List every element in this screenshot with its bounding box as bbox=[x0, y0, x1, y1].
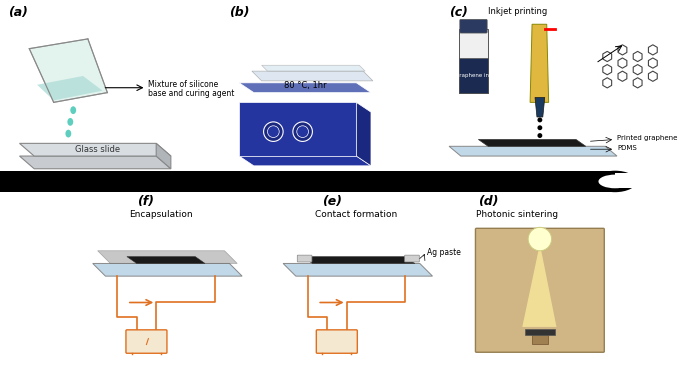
Ellipse shape bbox=[67, 118, 74, 126]
Circle shape bbox=[537, 117, 542, 122]
Polygon shape bbox=[30, 39, 107, 102]
Polygon shape bbox=[239, 102, 357, 156]
Text: (a): (a) bbox=[8, 7, 27, 19]
FancyBboxPatch shape bbox=[316, 330, 357, 353]
Polygon shape bbox=[252, 71, 373, 81]
Text: ~: ~ bbox=[144, 346, 149, 352]
Text: Graphene ink: Graphene ink bbox=[455, 73, 492, 77]
Text: Mixture of silicone: Mixture of silicone bbox=[148, 80, 218, 89]
Ellipse shape bbox=[70, 106, 76, 114]
FancyBboxPatch shape bbox=[475, 228, 605, 352]
Text: base and curing agent: base and curing agent bbox=[148, 89, 235, 98]
Polygon shape bbox=[530, 24, 549, 102]
Text: Contact formation: Contact formation bbox=[315, 210, 398, 219]
FancyBboxPatch shape bbox=[532, 335, 548, 345]
Text: ~: ~ bbox=[334, 341, 340, 348]
FancyBboxPatch shape bbox=[297, 255, 312, 262]
Polygon shape bbox=[283, 264, 433, 276]
FancyBboxPatch shape bbox=[0, 171, 615, 192]
Polygon shape bbox=[303, 257, 415, 264]
Polygon shape bbox=[98, 251, 237, 264]
Ellipse shape bbox=[594, 171, 637, 192]
Polygon shape bbox=[19, 156, 171, 169]
FancyBboxPatch shape bbox=[460, 19, 487, 33]
Polygon shape bbox=[262, 65, 365, 71]
Circle shape bbox=[537, 133, 542, 138]
Circle shape bbox=[537, 125, 542, 130]
Polygon shape bbox=[239, 156, 371, 166]
Circle shape bbox=[297, 126, 308, 138]
Polygon shape bbox=[449, 146, 617, 156]
Polygon shape bbox=[19, 143, 171, 156]
Text: Printed graphene: Printed graphene bbox=[617, 135, 677, 142]
Polygon shape bbox=[522, 244, 556, 327]
FancyBboxPatch shape bbox=[526, 329, 554, 335]
Circle shape bbox=[528, 227, 552, 251]
Text: (b): (b) bbox=[229, 7, 250, 19]
FancyBboxPatch shape bbox=[126, 330, 167, 353]
Text: Inkjet printing: Inkjet printing bbox=[488, 7, 547, 17]
Text: Ag paste: Ag paste bbox=[427, 248, 460, 257]
Text: (d): (d) bbox=[478, 195, 499, 208]
Text: (c): (c) bbox=[449, 7, 468, 19]
Polygon shape bbox=[478, 139, 586, 146]
Polygon shape bbox=[459, 58, 488, 92]
Text: Encapsulation: Encapsulation bbox=[129, 210, 193, 219]
Polygon shape bbox=[459, 29, 488, 92]
Polygon shape bbox=[127, 257, 205, 264]
Polygon shape bbox=[357, 102, 371, 166]
Polygon shape bbox=[93, 264, 242, 276]
Text: Glass slide: Glass slide bbox=[75, 145, 120, 154]
Text: (e): (e) bbox=[322, 195, 342, 208]
Circle shape bbox=[293, 122, 313, 141]
FancyBboxPatch shape bbox=[615, 172, 674, 188]
Polygon shape bbox=[37, 76, 102, 101]
Polygon shape bbox=[156, 143, 171, 169]
Polygon shape bbox=[535, 98, 545, 117]
Text: (f): (f) bbox=[137, 195, 154, 208]
Text: PDMS: PDMS bbox=[617, 145, 637, 151]
Polygon shape bbox=[239, 83, 371, 92]
FancyBboxPatch shape bbox=[405, 255, 419, 262]
Circle shape bbox=[264, 122, 283, 141]
Circle shape bbox=[267, 126, 279, 138]
Text: Photonic sintering: Photonic sintering bbox=[476, 210, 559, 219]
Text: 80 °C, 1hr: 80 °C, 1hr bbox=[284, 81, 327, 90]
Ellipse shape bbox=[598, 175, 631, 188]
Ellipse shape bbox=[65, 130, 71, 138]
